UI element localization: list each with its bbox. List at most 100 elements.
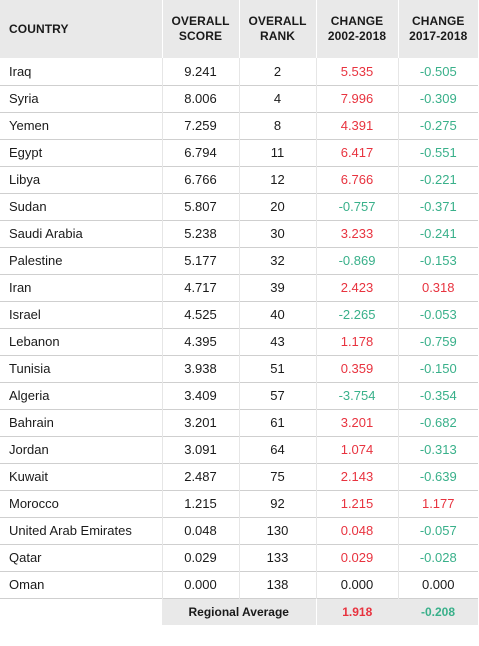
change-2002-2018-cell: 7.996 [316,84,399,112]
overall-rank-cell: 64 [239,435,317,463]
change-2017-2018-cell: -0.313 [398,435,478,463]
change-2002-2018-cell: 2.143 [316,462,399,490]
overall-score-cell: 6.794 [162,138,240,166]
overall-score-cell: 4.525 [162,300,240,328]
change-2017-2018-cell: -0.057 [398,516,478,544]
overall-rank-cell: 39 [239,273,317,301]
change-2017-2018-cell: -0.371 [398,192,478,220]
overall-score-cell: 4.395 [162,327,240,355]
header-country: COUNTRY [0,0,163,58]
country-cell: United Arab Emirates [0,516,163,544]
change-2017-2018-cell: -0.639 [398,462,478,490]
change-2002-2018-cell: 3.233 [316,219,399,247]
change-2002-2018-cell: 0.029 [316,543,399,571]
change-2017-2018-cell: -0.053 [398,300,478,328]
country-cell: Syria [0,84,163,112]
overall-score-cell: 3.091 [162,435,240,463]
change-2002-2018-cell: -2.265 [316,300,399,328]
overall-rank-cell: 32 [239,246,317,274]
change-2017-2018-cell: -0.028 [398,543,478,571]
country-cell: Jordan [0,435,163,463]
overall-score-cell: 0.000 [162,570,240,598]
table-row: Libya 6.766 12 6.766 -0.221 [0,165,478,193]
change-2002-2018-cell: 1.178 [316,327,399,355]
change-2017-2018-cell: -0.275 [398,111,478,139]
overall-score-cell: 5.807 [162,192,240,220]
header-rank-line1: OVERALL [248,14,307,28]
header-score-line1: OVERALL [171,14,230,28]
change-2002-2018-cell: 4.391 [316,111,399,139]
change-2017-2018-cell: -0.221 [398,165,478,193]
table-row: Jordan 3.091 64 1.074 -0.313 [0,435,478,463]
overall-rank-cell: 11 [239,138,317,166]
table-header: COUNTRY OVERALL SCORE OVERALL RANK CHANGE 2… [0,0,478,58]
overall-score-cell: 6.766 [162,165,240,193]
country-cell: Qatar [0,543,163,571]
change-2017-2018-cell: -0.551 [398,138,478,166]
header-change1-line2: 2002-2018 [327,29,387,43]
change-2017-2018-cell: 1.177 [398,489,478,517]
overall-score-cell: 3.409 [162,381,240,409]
average-spacer [0,597,162,625]
table-row: United Arab Emirates 0.048 130 0.048 -0.057 [0,516,478,544]
change-2017-2018-cell: -0.150 [398,354,478,382]
table-row: Yemen 7.259 8 4.391 -0.275 [0,111,478,139]
overall-score-cell: 1.215 [162,489,240,517]
country-cell: Morocco [0,489,163,517]
change-2002-2018-cell: 1.215 [316,489,399,517]
table-row: Oman 0.000 138 0.000 0.000 [0,570,478,598]
table-row: Bahrain 3.201 61 3.201 -0.682 [0,408,478,436]
overall-rank-cell: 4 [239,84,317,112]
change-2017-2018-cell: -0.153 [398,246,478,274]
overall-rank-cell: 133 [239,543,317,571]
overall-score-cell: 3.201 [162,408,240,436]
country-cell: Iran [0,273,163,301]
overall-score-cell: 5.177 [162,246,240,274]
overall-rank-cell: 43 [239,327,317,355]
change-2002-2018-cell: 2.423 [316,273,399,301]
overall-score-cell: 5.238 [162,219,240,247]
country-cell: Sudan [0,192,163,220]
header-score-line2: SCORE [178,29,223,43]
table-row: Egypt 6.794 11 6.417 -0.551 [0,138,478,166]
change-2002-2018-cell: -0.757 [316,192,399,220]
country-cell: Palestine [0,246,163,274]
header-change-2017-2018: CHANGE 2017-2018 [398,0,478,58]
overall-score-cell: 8.006 [162,84,240,112]
header-country-label: COUNTRY [9,21,69,36]
table-row: Iraq 9.241 2 5.535 -0.505 [0,58,478,85]
overall-rank-cell: 138 [239,570,317,598]
table-row: Tunisia 3.938 51 0.359 -0.150 [0,354,478,382]
table-row: Morocco 1.215 92 1.215 1.177 [0,489,478,517]
change-2002-2018-cell: 0.048 [316,516,399,544]
change-2017-2018-cell: -0.354 [398,381,478,409]
table-row: Kuwait 2.487 75 2.143 -0.639 [0,462,478,490]
table-row: Algeria 3.409 57 -3.754 -0.354 [0,381,478,409]
change-2017-2018-cell: -0.309 [398,84,478,112]
change-2017-2018-cell: -0.682 [398,408,478,436]
country-cell: Iraq [0,58,163,85]
header-change-2002-2018: CHANGE 2002-2018 [316,0,399,58]
change-2002-2018-cell: 0.000 [316,570,399,598]
header-change2-line1: CHANGE [411,14,465,28]
change-2002-2018-cell: 3.201 [316,408,399,436]
table-row: Lebanon 4.395 43 1.178 -0.759 [0,327,478,355]
overall-rank-cell: 51 [239,354,317,382]
country-cell: Algeria [0,381,163,409]
overall-score-cell: 2.487 [162,462,240,490]
change-2002-2018-cell: 6.766 [316,165,399,193]
overall-rank-cell: 92 [239,489,317,517]
change-2002-2018-cell: -3.754 [316,381,399,409]
overall-rank-cell: 2 [239,58,317,85]
overall-rank-cell: 30 [239,219,317,247]
country-cell: Egypt [0,138,163,166]
country-cell: Yemen [0,111,163,139]
change-2002-2018-cell: 0.359 [316,354,399,382]
table-row: Iran 4.717 39 2.423 0.318 [0,273,478,301]
country-cell: Lebanon [0,327,163,355]
change-2002-2018-cell: 5.535 [316,58,399,85]
regional-average-row: Regional Average 1.918 -0.208 [0,597,478,625]
overall-rank-cell: 75 [239,462,317,490]
country-cell: Libya [0,165,163,193]
